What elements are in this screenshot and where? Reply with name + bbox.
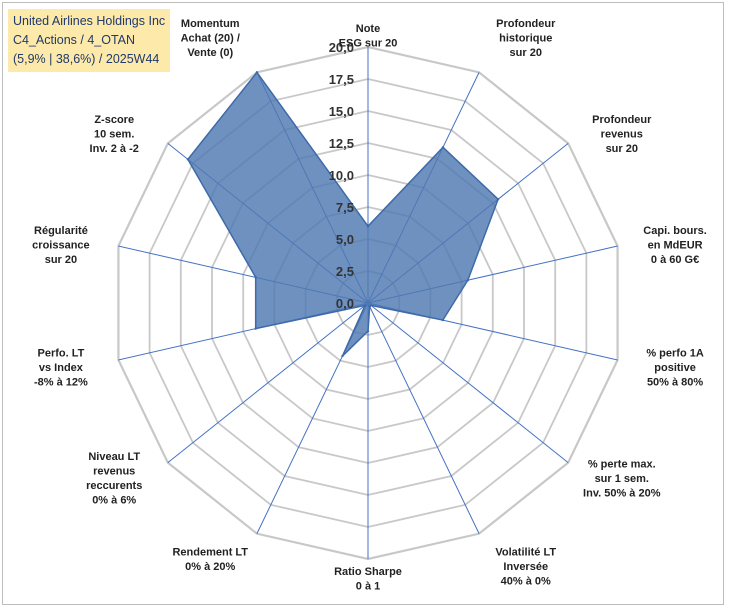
radial-tick-label: 5,0 bbox=[336, 232, 354, 247]
radial-tick-label: 10,0 bbox=[329, 168, 354, 183]
axis-label: Note ESG sur 20 bbox=[339, 23, 398, 50]
axis-label: Z-score 10 sem. Inv. 2 à -2 bbox=[90, 114, 139, 155]
radial-tick-label: 7,5 bbox=[336, 200, 354, 215]
radar-axis-labels: Note ESG sur 20 Profondeur historique sur 20… bbox=[32, 18, 707, 593]
chart-frame bbox=[2, 2, 724, 605]
radar-tick-labels: 0,0 2,5 5,0 7,5 10,0 12,5 15,0 17,5 20,0 bbox=[329, 40, 354, 311]
series-point bbox=[441, 318, 445, 322]
radar-spoke bbox=[367, 302, 480, 534]
series-point bbox=[341, 354, 344, 358]
series-point bbox=[254, 327, 257, 330]
axis-label: Volatilité LT Inversée 40% à 0% bbox=[495, 547, 556, 588]
series-point bbox=[255, 71, 259, 74]
radar-series bbox=[186, 71, 500, 358]
chart-subtitle-line: C4_Actions / 4_OTAN bbox=[13, 33, 136, 47]
chart-title-line: United Airlines Holdings Inc bbox=[13, 14, 166, 28]
radar-spoke bbox=[367, 302, 569, 464]
series-point bbox=[186, 158, 190, 161]
series-point bbox=[466, 279, 470, 282]
axis-label: Profondeur revenus sur 20 bbox=[592, 114, 652, 155]
series-point bbox=[366, 329, 370, 333]
series-point bbox=[254, 276, 257, 279]
axis-label: Ratio Sharpe 0 à 1 bbox=[334, 566, 402, 593]
chart-title-box: United Airlines Holdings Inc C4_Actions … bbox=[8, 9, 170, 72]
series-point bbox=[441, 146, 445, 149]
axis-label: % perte max. sur 1 sem. Inv. 50% à 20% bbox=[583, 458, 661, 499]
axis-label: % perfo 1A positive 50% à 80% bbox=[646, 348, 704, 389]
axis-label: Profondeur historique sur 20 bbox=[496, 18, 556, 59]
radial-tick-label: 15,0 bbox=[329, 104, 354, 119]
series-point bbox=[363, 304, 367, 307]
chart-period-line: (5,9% | 38,6%) / 2025W44 bbox=[13, 52, 160, 66]
radial-tick-label: 12,5 bbox=[329, 136, 354, 151]
series-point bbox=[368, 305, 371, 308]
axis-label: Perfo. LT vs Index -8% à 12% bbox=[34, 348, 88, 389]
series-point bbox=[366, 225, 370, 228]
radial-tick-label: 20,0 bbox=[329, 40, 354, 55]
axis-label: Capi. bours. en MdEUR 0 à 60 G€ bbox=[643, 225, 707, 266]
axis-label: Régularité croissance sur 20 bbox=[32, 225, 89, 266]
radial-tick-label: 0,0 bbox=[336, 296, 354, 311]
radial-tick-label: 17,5 bbox=[329, 72, 354, 87]
radar-spoke bbox=[167, 302, 369, 464]
axis-label: Rendement LT 0% à 20% bbox=[172, 547, 248, 574]
axis-label: Momentum Achat (20) / Vente (0) bbox=[181, 18, 240, 59]
axis-label: Niveau LT revenus reccurents 0% à 6% bbox=[86, 451, 142, 507]
radial-tick-label: 2,5 bbox=[336, 264, 354, 279]
series-point bbox=[496, 198, 500, 201]
